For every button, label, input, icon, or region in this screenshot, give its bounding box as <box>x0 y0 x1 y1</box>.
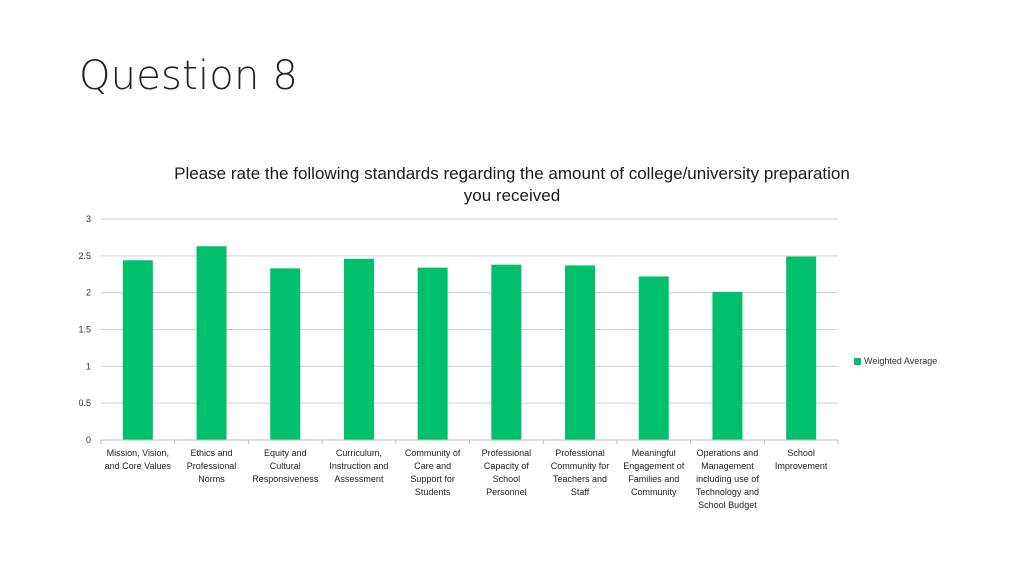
category-label: Ethics and Professional Norms <box>186 448 237 484</box>
y-tick-label: 3 <box>86 214 91 224</box>
category-label: Meaningful Engagement of Families and Co… <box>623 448 685 497</box>
bar <box>417 267 448 440</box>
y-tick-label: 2.5 <box>78 251 91 261</box>
category-label: Equity and Cultural Responsiveness <box>252 448 319 484</box>
bar <box>786 256 817 440</box>
chart-title: Please rate the following standards rega… <box>174 164 850 205</box>
y-tick-label: 0.5 <box>78 398 91 408</box>
category-label: Professional Capacity of School Personne… <box>481 448 532 497</box>
legend: Weighted Average <box>854 356 937 366</box>
category-label: Mission, Vision, and Core Values <box>104 448 172 471</box>
category-label: Professional Community for Teachers and … <box>550 448 610 497</box>
y-tick-labels: 0 0.5 1 1.5 2 2.5 3 <box>78 214 91 445</box>
bars <box>122 246 817 440</box>
bar <box>122 260 153 440</box>
y-tick-label: 1.5 <box>78 325 91 335</box>
bar <box>196 246 227 440</box>
bar <box>270 268 301 440</box>
y-tick-label: 0 <box>86 435 91 445</box>
bar <box>343 258 374 440</box>
bar <box>491 264 522 440</box>
category-label: School Improvement <box>774 448 828 471</box>
legend-swatch <box>854 357 861 365</box>
bar <box>565 265 596 440</box>
y-tick-label: 1 <box>86 361 91 371</box>
axes <box>100 439 839 444</box>
bar <box>712 291 743 440</box>
category-label: Curriculum, Instruction and Assessment <box>329 448 389 484</box>
y-tick-label: 2 <box>86 288 91 298</box>
category-label: Community of Care and Support for Studen… <box>404 448 461 497</box>
category-label: Operations and Management including use … <box>695 448 759 510</box>
slide-title: Question 8 <box>79 53 299 99</box>
bar <box>638 276 669 440</box>
legend-label: Weighted Average <box>864 356 938 366</box>
